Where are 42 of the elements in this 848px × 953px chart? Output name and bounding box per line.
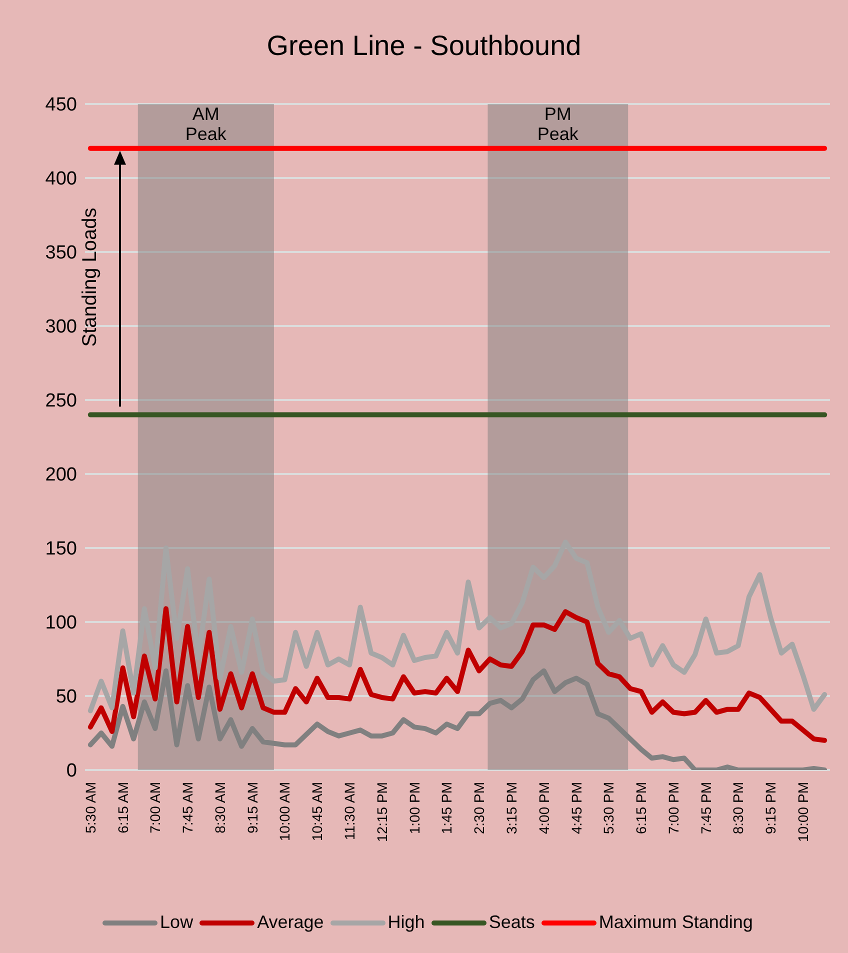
x-tick-label: 11:30 AM xyxy=(342,782,358,840)
y-tick-label: 250 xyxy=(45,390,77,412)
legend-label: Seats xyxy=(488,912,535,933)
x-tick-label: 7:00 AM xyxy=(147,782,164,834)
x-tick-label: 1:00 PM xyxy=(406,782,422,834)
x-tick-label: 7:45 AM xyxy=(180,782,196,834)
band-label: AM Peak xyxy=(185,104,228,144)
x-tick-label: 9:15 PM xyxy=(762,782,779,834)
x-tick-label: 10:00 AM xyxy=(276,782,293,842)
legend-label: Average xyxy=(257,912,324,933)
chart-title: Green Line - Southbound xyxy=(266,30,582,62)
x-tick-label: 1:45 PM xyxy=(438,782,455,834)
x-tick-label: 7:00 PM xyxy=(665,782,682,834)
x-tick-label: 6:15 PM xyxy=(633,782,650,834)
x-tick-label: 6:15 AM xyxy=(114,782,131,834)
x-tick-label: 10:45 AM xyxy=(309,782,326,842)
x-tick-label: 4:00 PM xyxy=(536,782,552,834)
legend-label: Low xyxy=(160,912,194,933)
x-tick-label: 2:30 PM xyxy=(471,782,488,834)
legend-label: High xyxy=(388,912,425,933)
y-tick-label: 150 xyxy=(45,538,77,560)
x-tick-label: 3:15 PM xyxy=(503,782,520,834)
y-tick-label: 100 xyxy=(45,612,77,634)
annotation: Standing Loads xyxy=(79,208,101,347)
x-tick-label: 10:00 PM xyxy=(795,782,812,842)
y-tick-label: 0 xyxy=(66,760,77,782)
x-tick-label: 8:30 AM xyxy=(212,782,228,834)
band-label: PM Peak xyxy=(537,104,580,144)
x-tick-label: 9:15 AM xyxy=(244,782,260,834)
y-tick-label: 200 xyxy=(45,464,77,486)
y-tick-label: 350 xyxy=(45,242,77,264)
x-tick-label: 5:30 PM xyxy=(600,782,617,834)
y-tick-label: 400 xyxy=(45,168,77,190)
y-tick-label: 450 xyxy=(45,94,77,116)
y-tick-label: 300 xyxy=(45,316,77,338)
legend-label: Maximum Standing xyxy=(598,912,753,933)
y-tick-label: 50 xyxy=(56,686,77,708)
x-tick-label: 8:30 PM xyxy=(730,782,746,834)
x-tick-label: 4:45 PM xyxy=(568,782,584,834)
x-tick-label: 5:30 AM xyxy=(82,782,98,834)
x-tick-label: 7:45 PM xyxy=(698,782,714,834)
x-tick-label: 12:15 PM xyxy=(374,782,390,842)
